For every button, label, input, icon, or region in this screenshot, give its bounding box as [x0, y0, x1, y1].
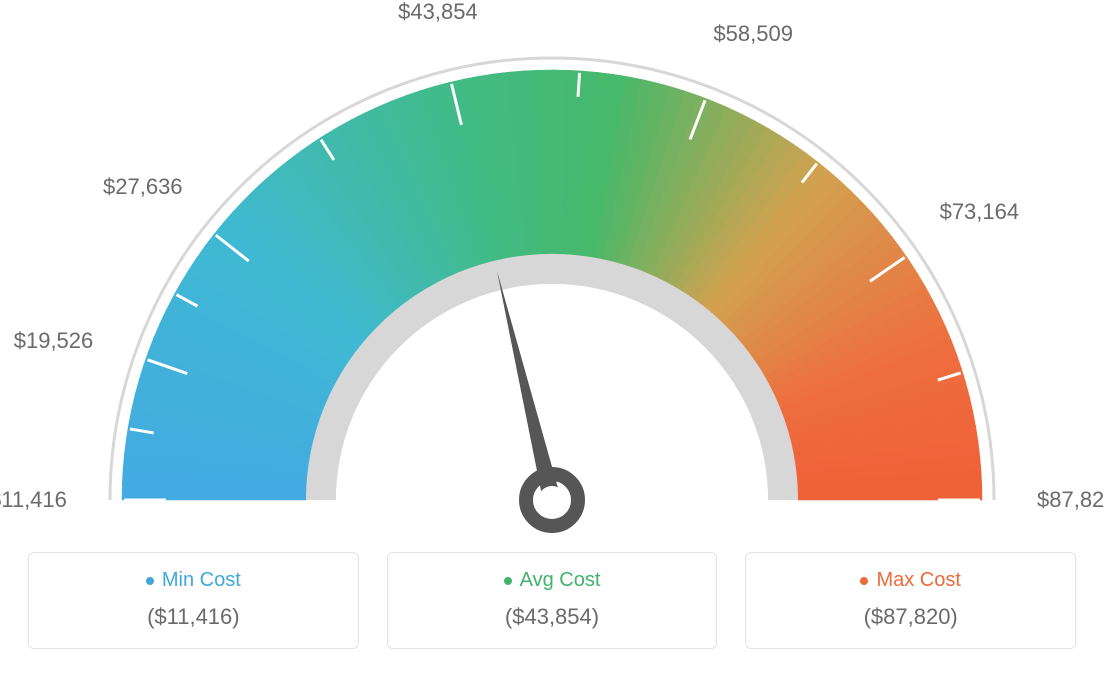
dot-icon	[146, 577, 154, 585]
min-cost-label: Min Cost	[162, 569, 241, 592]
scale-label: $73,164	[940, 199, 1020, 225]
max-cost-card: Max Cost ($87,820)	[745, 552, 1076, 649]
max-cost-value: ($87,820)	[758, 604, 1063, 630]
avg-cost-label: Avg Cost	[520, 569, 601, 592]
max-cost-title: Max Cost	[860, 569, 960, 592]
avg-cost-card: Avg Cost ($43,854)	[387, 552, 718, 649]
avg-cost-value: ($43,854)	[400, 604, 705, 630]
min-cost-card: Min Cost ($11,416)	[28, 552, 359, 649]
scale-label: $58,509	[713, 21, 793, 47]
scale-label: $27,636	[103, 174, 183, 200]
min-cost-title: Min Cost	[146, 569, 241, 592]
avg-cost-title: Avg Cost	[504, 569, 601, 592]
scale-label: $11,416	[0, 487, 67, 513]
gauge-svg	[0, 0, 1104, 540]
gauge-chart: $11,416 $19,526 $27,636 $43,854 $58,509 $73,1…	[0, 0, 1104, 540]
summary-cards: Min Cost ($11,416) Avg Cost ($43,854) Ma…	[28, 552, 1076, 649]
scale-label: $87,820	[1037, 487, 1104, 513]
min-cost-value: ($11,416)	[41, 604, 346, 630]
scale-label: $19,526	[14, 328, 94, 354]
dot-icon	[860, 577, 868, 585]
scale-label: $43,854	[398, 0, 478, 25]
dot-icon	[504, 577, 512, 585]
max-cost-label: Max Cost	[876, 569, 960, 592]
